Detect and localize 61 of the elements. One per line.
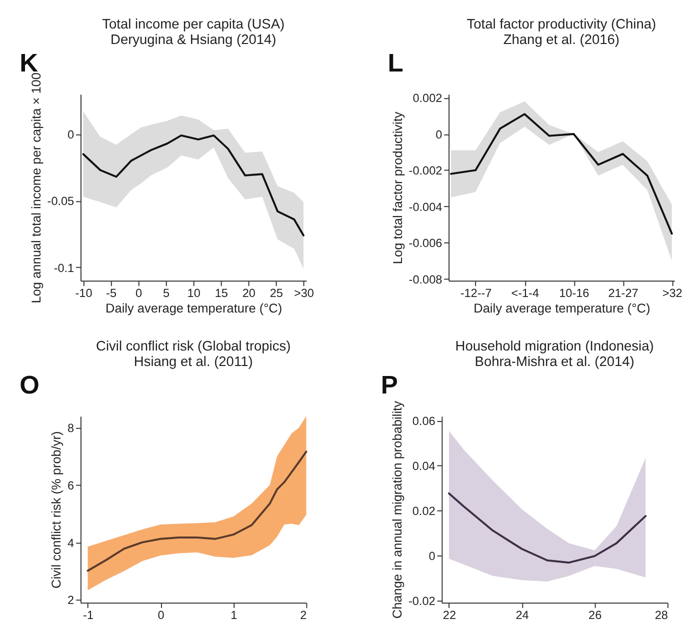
x-tick-label: -12--7 (460, 286, 492, 300)
chart-title: Civil conflict risk (Global tropics) (96, 338, 291, 354)
y-tick-label: 6 (68, 479, 75, 492)
x-tick-label: 5 (163, 286, 170, 300)
y-tick-label: -0.002 (408, 164, 442, 178)
y-tick-label: -0.006 (408, 237, 443, 250)
y-axis-title: Civil conflict risk (% prob/yr) (48, 431, 64, 588)
x-tick-label: -10 (75, 286, 93, 300)
line-series (450, 113, 673, 235)
chart-subtitle: Deryugina & Hsiang (2014) (110, 32, 276, 48)
x-tick-label: 25 (270, 286, 284, 300)
y-tick-label: 8 (68, 422, 75, 435)
y-tick-label: 0.04 (412, 460, 436, 473)
x-tick-label: 28 (654, 608, 668, 622)
chart-title: Total factor productivity (China) (466, 16, 656, 32)
x-tick-label: >32 (662, 286, 682, 300)
y-axis-title: Change in annual migration probability (390, 400, 405, 619)
y-tick-label: 0 (436, 128, 443, 142)
x-tick-label: <-1-4 (511, 286, 540, 300)
x-tick-label: -1 (83, 608, 94, 622)
chart-subtitle: Zhang et al. (2016) (503, 32, 620, 48)
y-axis-title: Log annual total income per capita × 100 (28, 72, 44, 304)
x-tick-label: 24 (516, 608, 530, 622)
chart-subtitle: Hsiang et al. (2011) (134, 354, 253, 370)
y-tick-label: 0.02 (412, 504, 436, 518)
x-tick-label: 1 (230, 608, 238, 622)
chart-title: Household migration (Indonesia) (455, 338, 654, 354)
y-tick-label: -0.004 (408, 200, 443, 214)
chart-subtitle: Bohra-Mishra et al. (2014) (474, 354, 634, 370)
y-tick-label: 0.002 (412, 92, 442, 106)
x-axis-title: Daily average temperature (°C) (474, 300, 650, 316)
x-tick-label: 26 (588, 608, 602, 622)
y-tick-label: -0.008 (408, 273, 443, 286)
x-axis-title: Daily average temperature (°C) (106, 300, 282, 316)
x-tick-label: 0 (158, 608, 165, 622)
x-tick-label: 10 (187, 286, 201, 300)
y-tick-label: 0 (68, 128, 75, 142)
line-series (86, 450, 308, 572)
chart-title: Total income per capita (USA) (102, 16, 285, 32)
y-axis-title: Log total factor productivity (390, 111, 405, 264)
text: O (20, 372, 40, 400)
x-tick-label: 20 (242, 286, 256, 300)
x-tick-label: 2 (300, 608, 307, 622)
y-tick-label: -0.05 (47, 195, 75, 208)
y-tick-label: -0.02 (408, 594, 436, 608)
y-tick-label: 0.06 (412, 415, 436, 428)
y-tick-label: 2 (68, 594, 74, 608)
x-tick-label: 22 (442, 608, 456, 622)
text: L (388, 50, 404, 78)
y-tick-label: -0.1 (54, 262, 74, 275)
x-tick-label: 0 (136, 286, 143, 300)
line-series (448, 492, 647, 564)
x-tick-label: >30 (294, 286, 314, 300)
y-tick-label: 0 (428, 550, 436, 563)
x-tick-label: 10-16 (559, 286, 590, 300)
x-tick-label: 15 (214, 286, 228, 300)
line-series (82, 134, 304, 236)
x-tick-label: 21-27 (608, 286, 638, 300)
x-tick-label: -5 (106, 286, 117, 300)
y-tick-label: 4 (68, 536, 75, 550)
text: P (380, 372, 398, 400)
